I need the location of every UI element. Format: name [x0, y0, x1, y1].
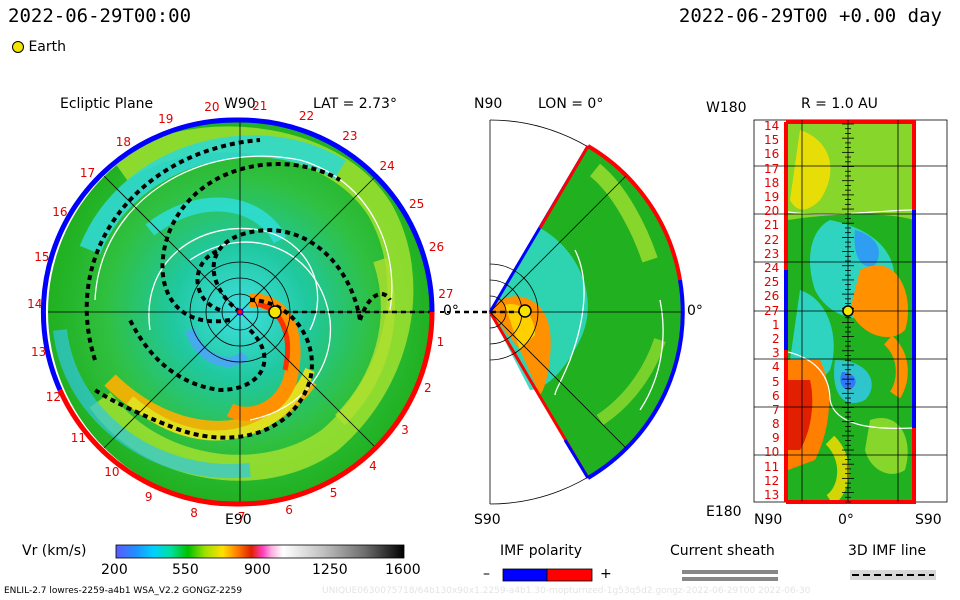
- imf-polarity-title: IMF polarity: [500, 543, 583, 559]
- rim-number: 19: [158, 112, 174, 127]
- rim-number: 2: [424, 381, 432, 396]
- r-label: R = 1.0 AU: [801, 96, 878, 112]
- current-sheath-swatch: [682, 570, 778, 581]
- imf-plus: +: [600, 566, 612, 582]
- ecliptic-right-label: 0°: [443, 303, 459, 319]
- radial-y-label: 18: [764, 175, 780, 190]
- rim-number: 18: [115, 134, 132, 149]
- datetime-right: 2022-06-29T00 +0.00 day: [678, 5, 942, 27]
- rim-number: 8: [190, 505, 198, 520]
- rim-number: 5: [329, 485, 338, 500]
- rim-number: 10: [104, 464, 120, 479]
- meridional-right-label: 0°: [687, 303, 703, 319]
- meridional-top-label: N90: [474, 96, 503, 112]
- rim-number: 1: [436, 335, 445, 349]
- radial-y-label: 1: [772, 317, 780, 332]
- colorbar-tick-3: 1250: [312, 562, 348, 578]
- radial-y-label: 19: [764, 190, 780, 204]
- radial-y-label: 2: [772, 331, 780, 346]
- radial-y-label: 11: [764, 459, 780, 474]
- rim-number: 20: [204, 100, 220, 114]
- rim-number: 17: [79, 166, 96, 181]
- radial-y-label: 25: [764, 275, 780, 290]
- footer-left: ENLIL-2.7 lowres-2259-a4b1 WSA_V2.2 GONG…: [4, 586, 243, 596]
- lon-label: LON = 0°: [538, 96, 604, 112]
- earth-marker-meridional: [518, 304, 532, 318]
- radial-y-label: 26: [764, 289, 780, 304]
- radial-y-label: 21: [764, 218, 780, 233]
- radial-y-label: 9: [772, 431, 780, 446]
- rim-number: 9: [144, 490, 153, 505]
- rim-number: 22: [298, 108, 315, 123]
- rim-number: 23: [342, 129, 358, 144]
- radial-y-label: 27: [764, 303, 780, 318]
- ecliptic-plane-panel: [40, 117, 450, 507]
- rim-number: 6: [285, 503, 293, 518]
- colorbar-tick-0: 200: [101, 562, 128, 578]
- radial-y-label: 24: [764, 260, 780, 275]
- colorbar-label: Vr (km/s): [22, 543, 87, 559]
- rim-number: 3: [401, 423, 409, 438]
- meridional-plane-panel: [455, 119, 685, 505]
- datetime-left: 2022-06-29T00:00: [8, 5, 192, 27]
- radial-y-label: 6: [772, 388, 780, 403]
- radial-y-label: 10: [764, 445, 780, 460]
- radial-x-label-n90: N90: [754, 512, 783, 528]
- radial-y-label: 12: [764, 473, 780, 488]
- rim-number: 15: [34, 249, 50, 264]
- rim-number: 7: [237, 509, 246, 524]
- rim-number: 27: [438, 287, 454, 302]
- radial-map-panel: [753, 119, 948, 504]
- current-sheath-title: Current sheath: [670, 543, 775, 559]
- radial-y-label: 23: [764, 246, 780, 261]
- radial-y-label: 3: [772, 346, 780, 361]
- earth-marker-ecliptic: [268, 305, 282, 319]
- radial-y-label: 5: [772, 374, 780, 389]
- rim-number: 16: [52, 205, 68, 220]
- earth-legend: Earth: [12, 39, 66, 55]
- ecliptic-title: Ecliptic Plane: [60, 96, 154, 112]
- radial-x-label-s90: S90: [915, 512, 942, 528]
- rim-number: 12: [45, 390, 62, 404]
- earth-marker-radial: [842, 305, 854, 317]
- earth-legend-icon: [12, 41, 24, 53]
- radial-y-label: 8: [772, 417, 780, 431]
- radial-top-left-label: W180: [706, 100, 747, 116]
- imf-line-title: 3D IMF line: [848, 543, 927, 559]
- colorbar-tick-2: 900: [244, 562, 271, 578]
- rim-number: 25: [409, 196, 425, 211]
- earth-legend-label: Earth: [28, 39, 66, 55]
- radial-y-label: 14: [764, 119, 780, 133]
- radial-x-label-0: 0°: [838, 512, 854, 528]
- footer-right: UNIQUE0630075718/64b130x90x1.2259-a4b1.3…: [322, 586, 811, 596]
- imf-minus: –: [483, 566, 490, 582]
- ecliptic-speed-map: [48, 120, 432, 504]
- ecliptic-bottom-label: E90: [225, 512, 252, 528]
- radial-y-label: 20: [764, 204, 780, 219]
- meridional-bottom-label: S90: [474, 512, 501, 528]
- rim-number: 13: [31, 344, 47, 359]
- rim-number: 14: [27, 296, 43, 311]
- radial-y-label: 22: [764, 232, 780, 247]
- rim-number: 4: [369, 458, 377, 473]
- colorbar: [115, 544, 405, 559]
- radial-y-label: 13: [764, 488, 780, 502]
- ecliptic-top-label: W90: [224, 96, 256, 112]
- rim-number: 21: [252, 98, 268, 113]
- radial-bottom-left-label: E180: [706, 504, 742, 520]
- colorbar-tick-4: 1600: [385, 562, 421, 578]
- colorbar-tick-1: 550: [172, 562, 199, 578]
- rim-number: 11: [70, 430, 86, 445]
- radial-y-label: 16: [764, 147, 780, 162]
- lat-label: LAT = 2.73°: [313, 96, 397, 112]
- rim-number: 26: [428, 240, 445, 255]
- rim-number: 24: [379, 159, 395, 174]
- imf-line-swatch: [850, 570, 936, 580]
- radial-y-label: 17: [764, 161, 780, 176]
- radial-y-label: 4: [772, 360, 780, 375]
- imf-polarity-swatch: [502, 568, 593, 582]
- radial-y-label: 7: [772, 402, 780, 417]
- radial-y-label: 15: [764, 133, 780, 148]
